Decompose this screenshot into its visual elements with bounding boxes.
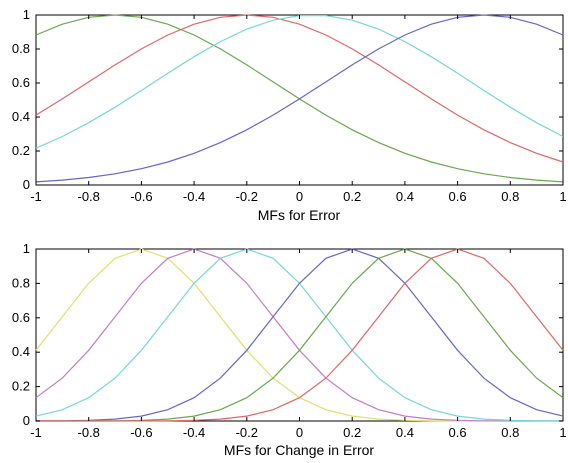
y-tick-label: 0 [23, 177, 30, 192]
curves [35, 248, 564, 422]
x-tick-label: 1 [559, 425, 566, 440]
y-tick-label: 0.2 [12, 379, 30, 394]
mf-curve-4 [35, 248, 564, 422]
x-tick-label: 0.8 [501, 189, 519, 204]
x-tick-label: -0.4 [183, 189, 205, 204]
x-tick-label: -0.6 [130, 189, 152, 204]
mf-curve-4 [35, 14, 564, 183]
x-tick-label: 0.2 [343, 425, 361, 440]
y-tick-label: 0.6 [12, 310, 30, 325]
x-tick-label: 0.6 [449, 189, 467, 204]
x-tick-label: -0.2 [236, 425, 258, 440]
change-in-error-mf-plot: -1 -0.8 -0.6 -0.4 -0.2 0 0.2 0.4 0.6 0.8 1 0 0.2 0.4 0… [12, 241, 567, 458]
x-tick-label: 0 [296, 425, 303, 440]
y-tick-label: 0.2 [12, 143, 30, 158]
x-axis-label: MFs for Change in Error [224, 442, 374, 458]
x-tick-label: 0.4 [396, 189, 414, 204]
x-tick-label: 0.2 [343, 189, 361, 204]
x-tick-label: -0.4 [183, 425, 205, 440]
y-tick-label: 0.4 [12, 344, 30, 359]
x-tick-label: -0.6 [130, 425, 152, 440]
x-tick-label: 0.4 [396, 425, 414, 440]
x-tick-label: -0.8 [77, 189, 99, 204]
error-mf-plot: -1 -0.8 -0.6 -0.4 -0.2 0 0.2 0.4 0.6 0.8 1 0 0.2 0.4 0… [12, 7, 567, 223]
y-tick-label: 1 [23, 241, 30, 256]
x-tick-label: -0.8 [77, 425, 99, 440]
plot-frame [35, 14, 564, 186]
x-tick-label: -1 [30, 425, 42, 440]
mf-curve-6 [36, 248, 564, 422]
x-tick-label: -1 [30, 189, 42, 204]
y-tick-label: 1 [23, 7, 30, 22]
x-tick-label: 1 [559, 189, 566, 204]
ticks: -1 -0.8 -0.6 -0.4 -0.2 0 0.2 0.4 0.6 0.8 1 0 0.2 0.4 0… [12, 7, 567, 204]
y-tick-label: 0.8 [12, 275, 30, 290]
plot-frame [35, 248, 564, 422]
x-tick-label: -0.2 [236, 189, 258, 204]
mf-curve-2 [35, 14, 564, 163]
y-tick-label: 0.4 [12, 109, 30, 124]
x-axis-label: MFs for Error [258, 207, 341, 223]
ticks: -1 -0.8 -0.6 -0.4 -0.2 0 0.2 0.4 0.6 0.8 1 0 0.2 0.4 0… [12, 241, 567, 440]
y-tick-label: 0.6 [12, 75, 30, 90]
x-tick-label: 0.8 [501, 425, 519, 440]
x-tick-label: 0.6 [449, 425, 467, 440]
y-tick-label: 0 [23, 413, 30, 428]
x-tick-label: 0 [296, 189, 303, 204]
y-tick-label: 0.8 [12, 41, 30, 56]
